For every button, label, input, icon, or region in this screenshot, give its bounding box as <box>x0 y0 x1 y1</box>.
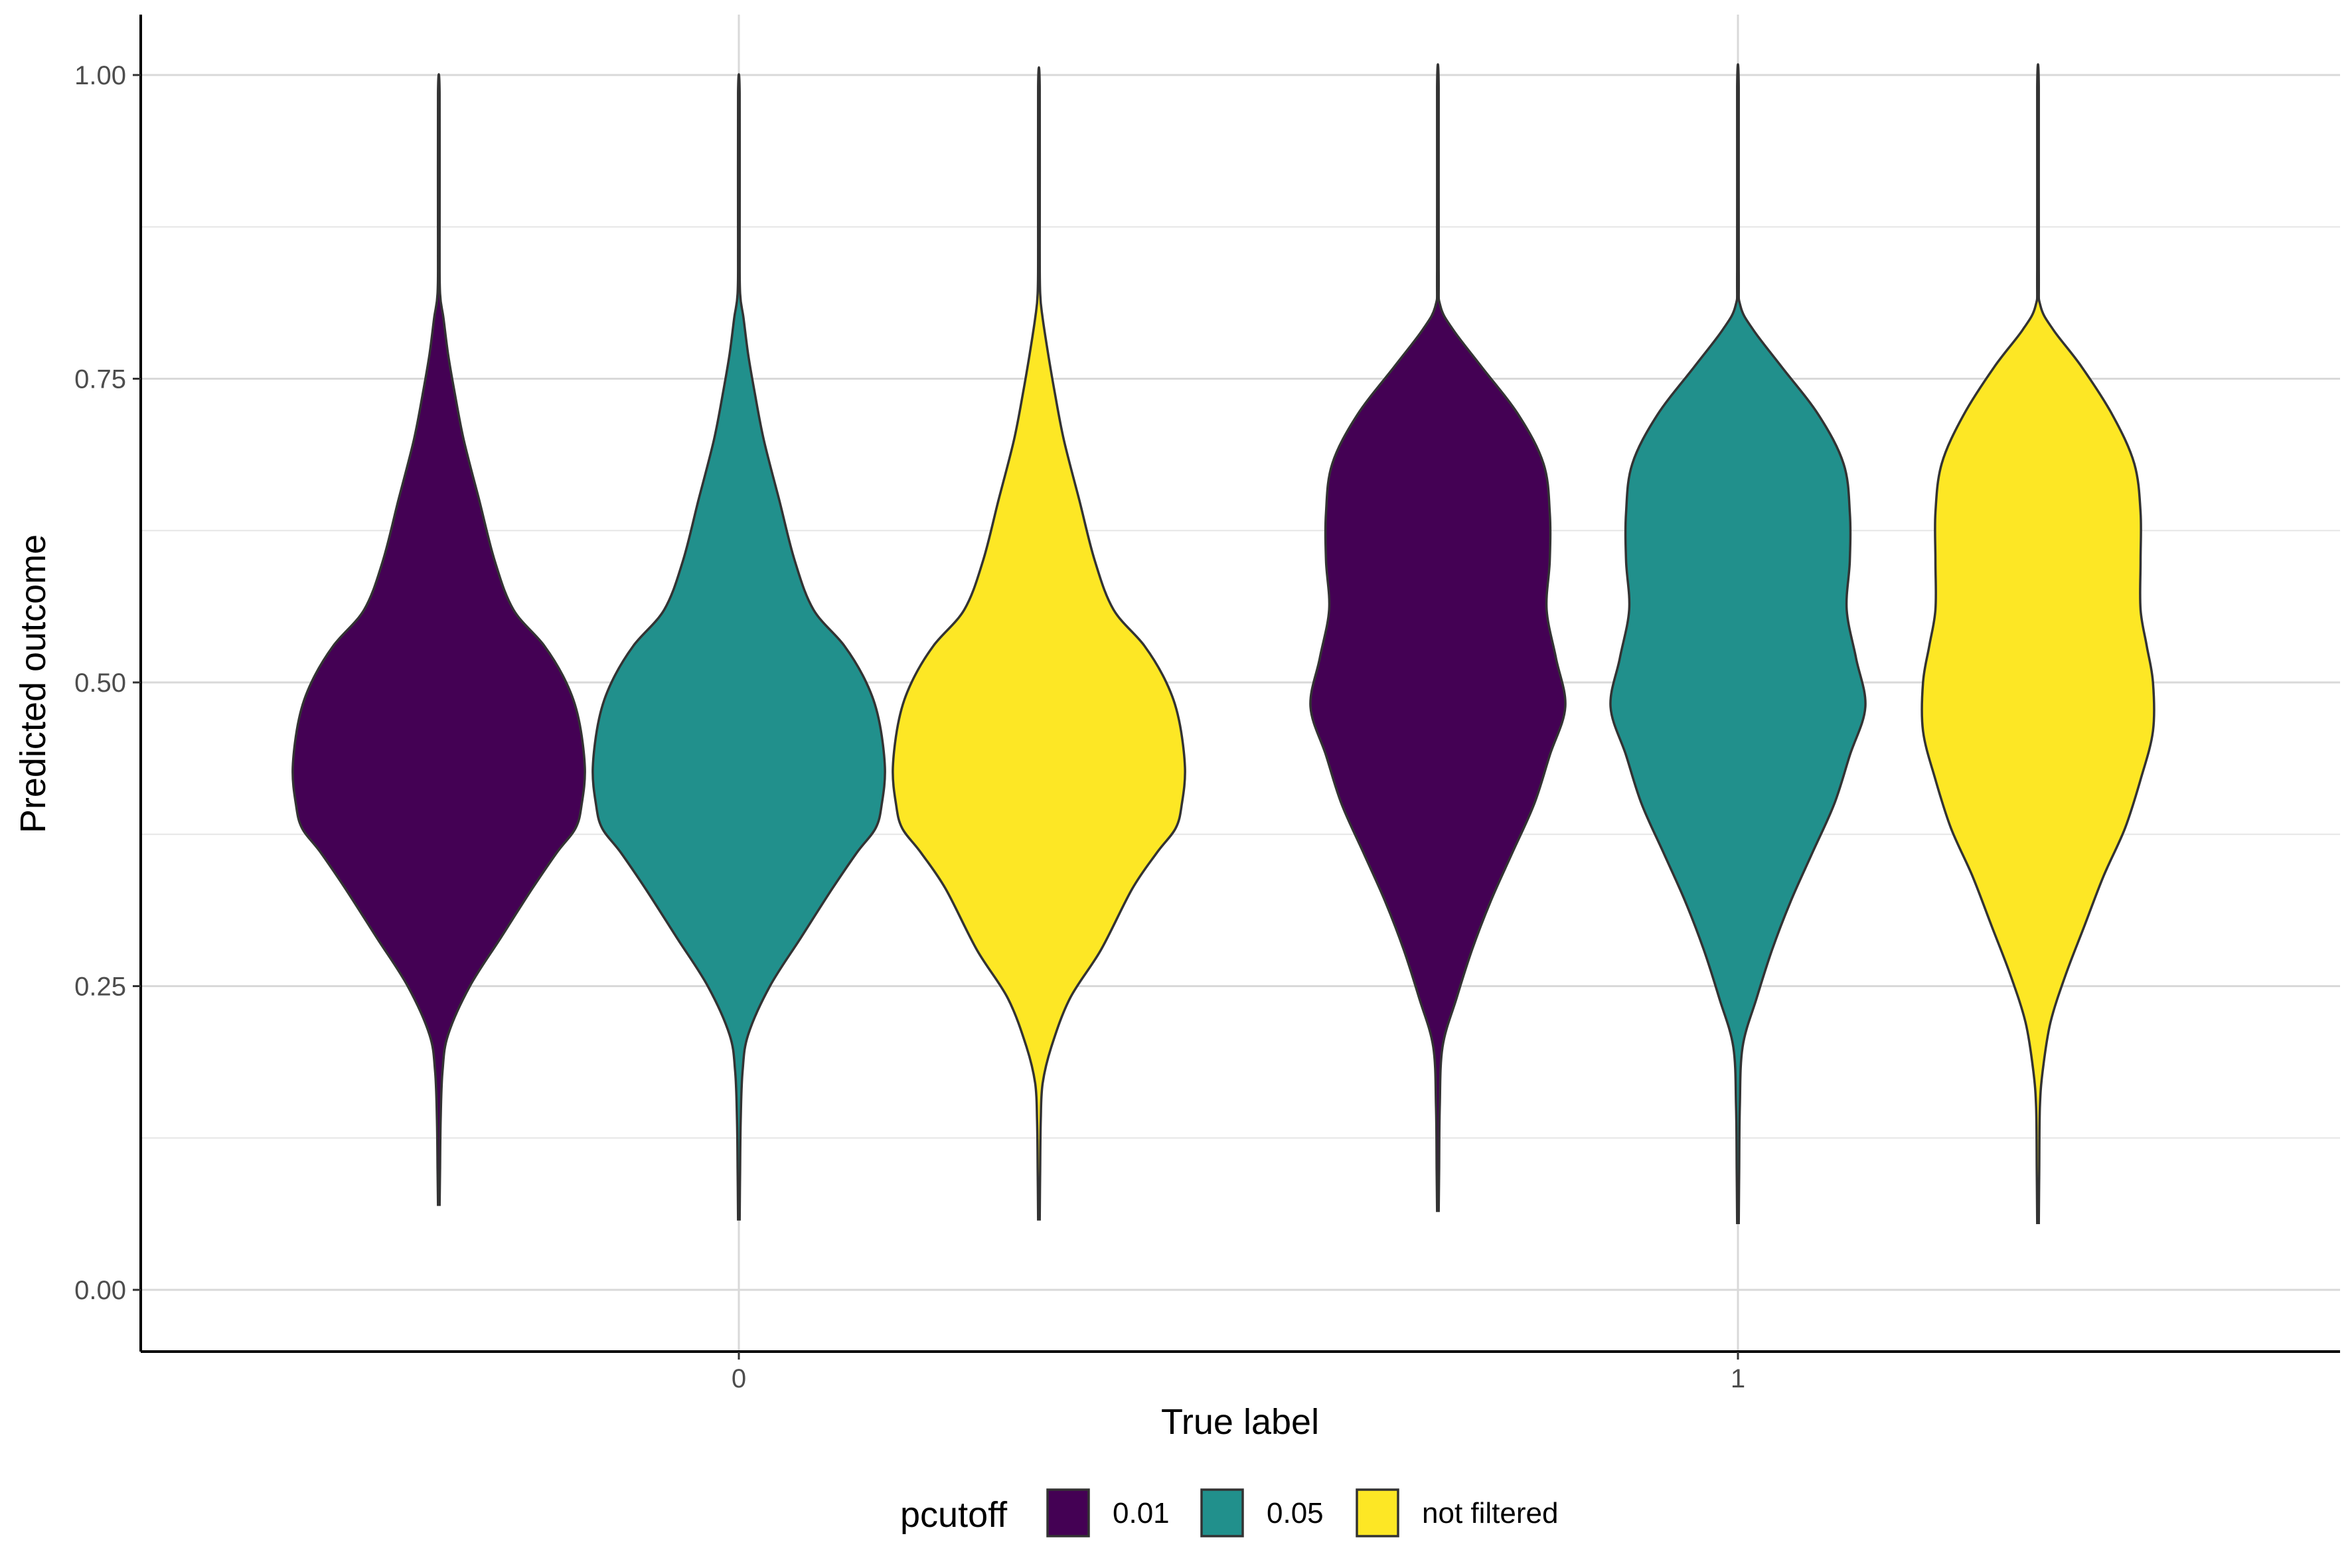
y-axis-title: Predicted outcome <box>13 534 53 833</box>
violin-0.01-1 <box>1309 63 1567 1212</box>
legend-items: 0.01 0.05 not filtered <box>1046 1488 1558 1537</box>
legend-key <box>1046 1488 1090 1537</box>
x-axis-title: True label <box>1161 1402 1319 1442</box>
legend-key <box>1356 1488 1399 1537</box>
legend-label: not filtered <box>1422 1497 1558 1529</box>
x-tick-label: 0 <box>732 1364 746 1393</box>
y-tick-labels: 0.00 0.25 0.50 0.75 1.00 <box>74 61 141 1305</box>
violin-not-filtered-1 <box>1921 63 2156 1225</box>
y-tick-label: 1.00 <box>74 61 126 90</box>
violin-not-filtered-0 <box>892 66 1186 1221</box>
legend-label: 0.05 <box>1267 1497 1324 1529</box>
legend-label: 0.01 <box>1113 1497 1170 1529</box>
x-tick-label: 1 <box>1731 1364 1745 1393</box>
violins <box>291 63 2156 1225</box>
y-tick-label: 0.50 <box>74 668 126 698</box>
violin-0.05-1 <box>1609 63 1867 1225</box>
y-tick-label: 0.00 <box>74 1276 126 1305</box>
violin-0.05-0 <box>591 73 886 1221</box>
violin-0.01-0 <box>291 73 586 1206</box>
y-tick-label: 0.75 <box>74 365 126 394</box>
legend-title: pcutoff <box>900 1495 1008 1535</box>
y-tick-label: 0.25 <box>74 973 126 1002</box>
legend: pcutoff 0.01 0.05 not filtered <box>900 1488 1558 1537</box>
legend-key <box>1200 1488 1244 1537</box>
